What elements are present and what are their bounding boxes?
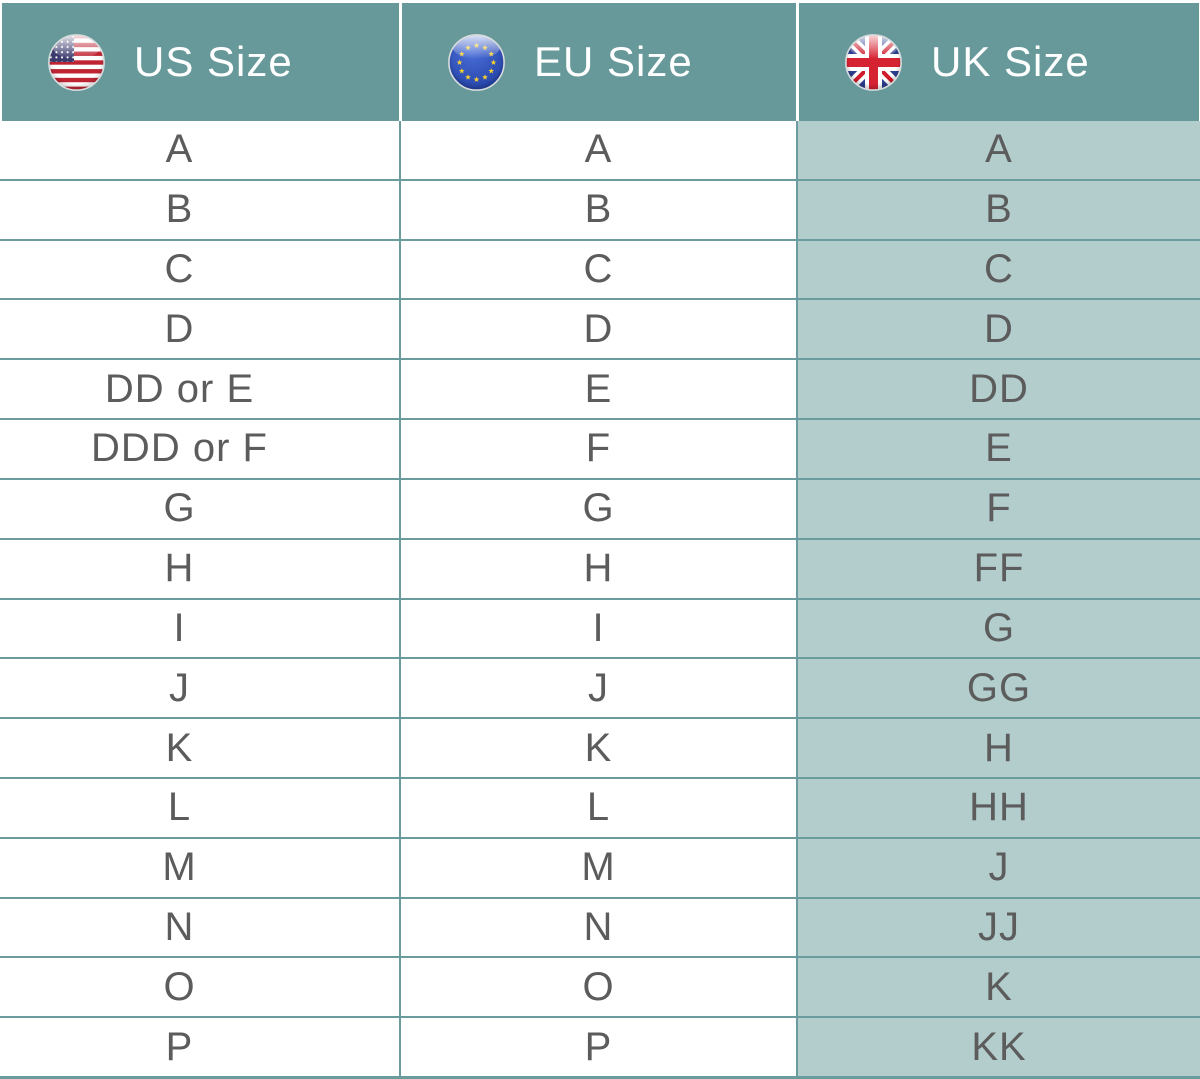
- uk-size-cell: GG: [798, 659, 1200, 718]
- us-size-cell: L: [0, 778, 401, 837]
- table-row: M M J: [0, 836, 1200, 897]
- uk-size-cell: KK: [798, 1018, 1200, 1076]
- uk-flag-icon: [845, 33, 902, 91]
- header-us-size-label: US Size: [134, 38, 293, 85]
- uk-size-cell: DD: [798, 360, 1200, 419]
- eu-size-cell: A: [401, 121, 798, 179]
- eu-size-cell: I: [401, 599, 798, 658]
- eu-size-cell: O: [401, 958, 798, 1017]
- table-row: C C C: [0, 238, 1200, 299]
- table-header: US Size: [0, 0, 1200, 121]
- uk-size-cell: HH: [798, 778, 1200, 837]
- table-row: O O K: [0, 956, 1200, 1017]
- table-row: B B B: [0, 178, 1200, 239]
- table-row: DDD or F F E: [0, 418, 1200, 478]
- eu-size-cell: K: [401, 719, 798, 777]
- table-row: H H FF: [0, 537, 1200, 598]
- uk-size-cell: G: [798, 599, 1200, 658]
- table-row: A A A: [0, 121, 1200, 179]
- table-body: A A A B B B C C C D D D DD or E E DD DDD…: [0, 121, 1200, 1079]
- eu-size-cell: N: [401, 898, 798, 957]
- table-row: P P KK: [0, 1016, 1200, 1076]
- header-eu-size: EU Size: [402, 3, 796, 121]
- eu-size-cell: C: [401, 240, 798, 299]
- table-row: I I G: [0, 597, 1200, 658]
- table-row: D D D: [0, 298, 1200, 359]
- table-row: G G F: [0, 477, 1200, 538]
- us-size-cell: DDD or F: [0, 420, 401, 478]
- uk-size-cell: A: [798, 121, 1200, 179]
- uk-size-cell: B: [798, 180, 1200, 239]
- uk-size-cell: F: [798, 479, 1200, 538]
- table-row: K K H: [0, 717, 1200, 777]
- table-row: J J GG: [0, 657, 1200, 718]
- us-size-cell: P: [0, 1018, 401, 1076]
- header-eu-size-label: EU Size: [534, 38, 693, 85]
- uk-size-cell: J: [798, 838, 1200, 897]
- eu-size-cell: F: [401, 420, 798, 478]
- header-uk-size-label: UK Size: [931, 38, 1090, 85]
- header-uk-size: UK Size: [799, 3, 1199, 121]
- us-size-cell: K: [0, 719, 401, 777]
- us-size-cell: C: [0, 240, 401, 299]
- uk-size-cell: D: [798, 300, 1200, 359]
- eu-size-cell: B: [401, 180, 798, 239]
- us-size-cell: G: [0, 479, 401, 538]
- eu-size-cell: L: [401, 778, 798, 837]
- us-size-cell: H: [0, 539, 401, 598]
- us-size-cell: B: [0, 180, 401, 239]
- uk-size-cell: K: [798, 958, 1200, 1017]
- header-us-size: US Size: [2, 3, 399, 121]
- table-row: N N JJ: [0, 896, 1200, 957]
- eu-size-cell: G: [401, 479, 798, 538]
- uk-size-cell: H: [798, 719, 1200, 777]
- eu-size-cell: M: [401, 838, 798, 897]
- eu-size-cell: H: [401, 539, 798, 598]
- us-size-cell: I: [0, 599, 401, 658]
- us-size-cell: A: [0, 121, 401, 179]
- us-flag-icon: [48, 33, 105, 91]
- us-size-cell: O: [0, 958, 401, 1017]
- us-size-cell: N: [0, 898, 401, 957]
- table-row: L L HH: [0, 776, 1200, 837]
- table-row: DD or E E DD: [0, 358, 1200, 419]
- uk-size-cell: FF: [798, 539, 1200, 598]
- us-size-cell: J: [0, 659, 401, 718]
- eu-size-cell: E: [401, 360, 798, 419]
- uk-size-cell: C: [798, 240, 1200, 299]
- eu-size-cell: J: [401, 659, 798, 718]
- us-size-cell: M: [0, 838, 401, 897]
- us-size-cell: DD or E: [0, 360, 401, 419]
- us-size-cell: D: [0, 300, 401, 359]
- eu-size-cell: P: [401, 1018, 798, 1076]
- uk-size-cell: JJ: [798, 898, 1200, 957]
- eu-size-cell: D: [401, 300, 798, 359]
- uk-size-cell: E: [798, 420, 1200, 478]
- eu-flag-icon: [448, 33, 505, 91]
